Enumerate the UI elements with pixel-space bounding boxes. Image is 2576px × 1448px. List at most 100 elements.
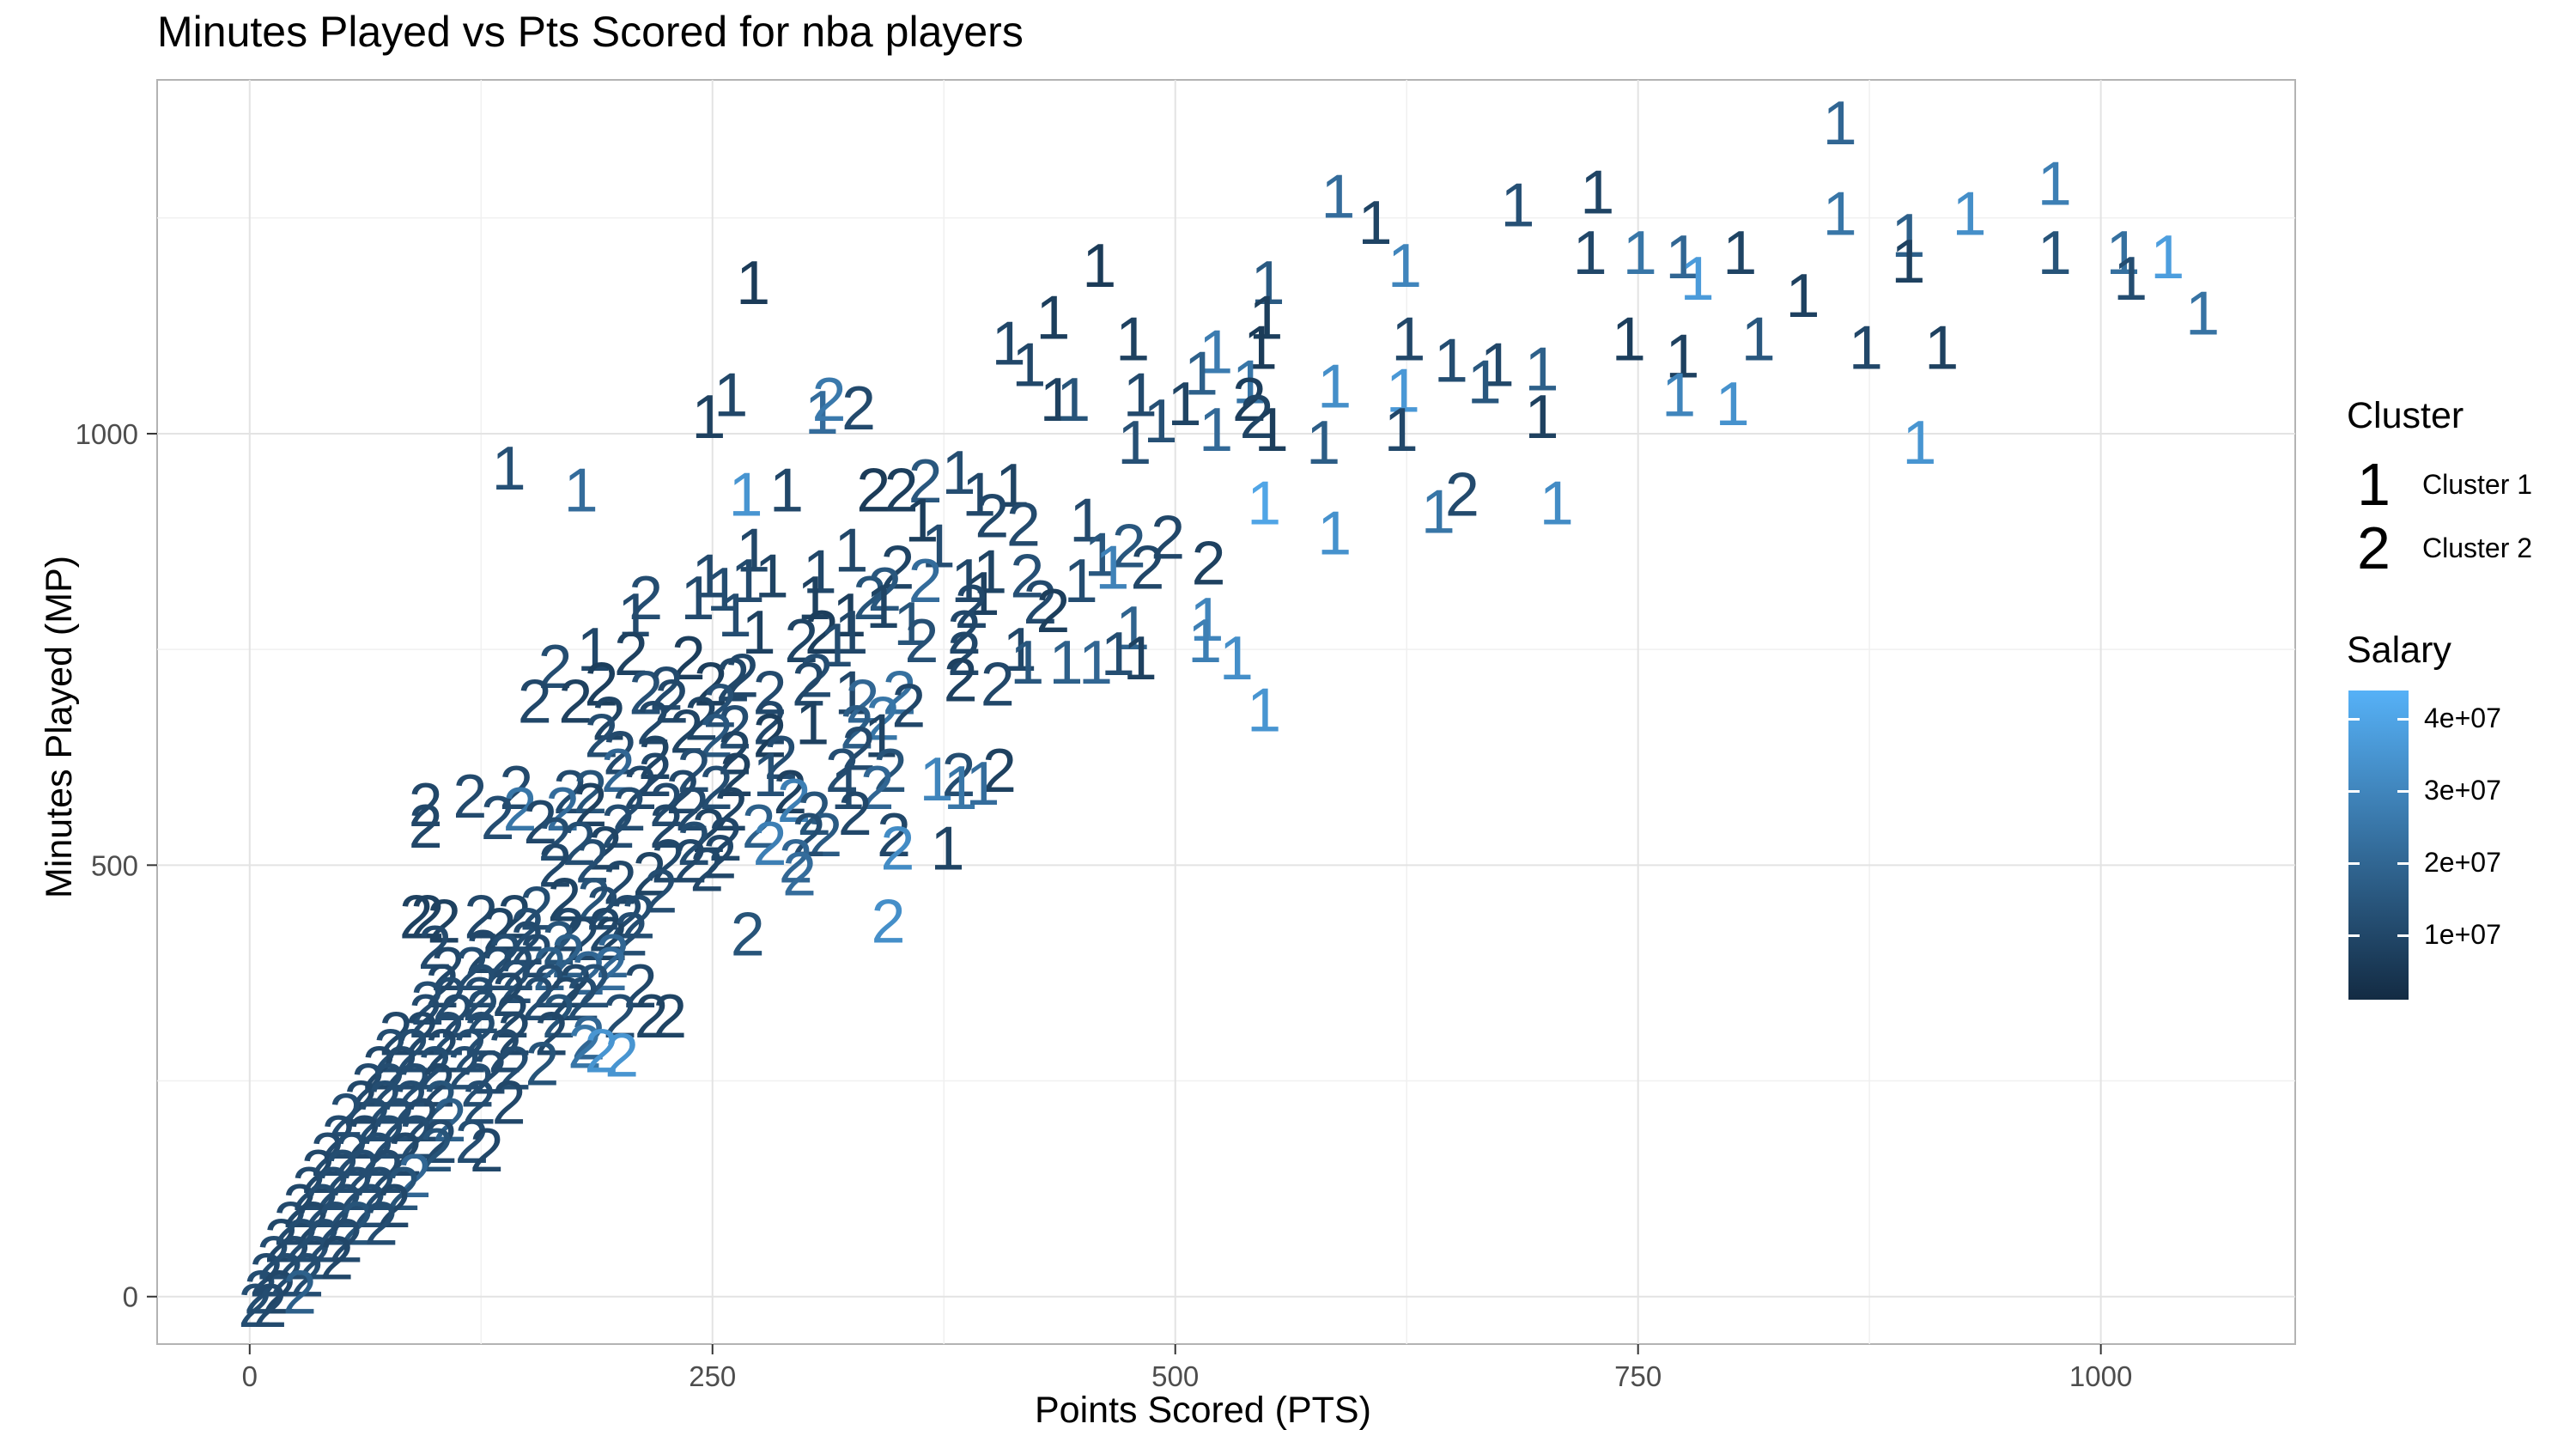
- data-point-cluster-2: 2: [295, 1189, 330, 1258]
- cluster-legend-title: Cluster: [2347, 395, 2464, 436]
- data-point-cluster-1: 1: [941, 439, 975, 508]
- data-point-cluster-2: 2: [318, 1189, 352, 1258]
- data-point-cluster-2: 2: [568, 1013, 602, 1081]
- data-point-cluster-2: 2: [623, 952, 658, 1021]
- data-point-cluster-2: 2: [374, 1017, 408, 1086]
- data-point-cluster-1: 1: [1117, 409, 1151, 478]
- data-point-cluster-2: 2: [404, 1086, 439, 1155]
- data-point-cluster-1: 1: [2150, 223, 2184, 292]
- data-point-cluster-2: 2: [797, 780, 831, 849]
- data-point-cluster-2: 2: [340, 1155, 374, 1224]
- data-point-cluster-2: 2: [614, 901, 648, 970]
- data-point-cluster-2: 2: [252, 1272, 287, 1341]
- data-point-cluster-2: 2: [347, 1104, 381, 1172]
- data-point-cluster-1: 1: [1040, 366, 1074, 435]
- data-point-cluster-1: 1: [492, 435, 526, 503]
- data-point-cluster-2: 2: [904, 607, 939, 676]
- data-point-cluster-1: 1: [617, 581, 652, 650]
- data-point-cluster-2: 2: [638, 741, 672, 810]
- data-point-cluster-1: 1: [1255, 396, 1289, 465]
- data-point-cluster-2: 2: [499, 754, 533, 823]
- x-axis-ticks: 0 250 500 750 1000: [242, 1344, 2132, 1392]
- data-point-cluster-1: 1: [1849, 313, 1883, 382]
- data-point-cluster-2: 2: [699, 703, 733, 771]
- data-point-cluster-2: 2: [404, 1000, 439, 1068]
- data-point-cluster-2: 2: [825, 737, 860, 806]
- data-point-cluster-2: 2: [353, 1172, 387, 1241]
- data-point-cluster-2: 2: [558, 667, 592, 736]
- data-point-cluster-2: 2: [399, 884, 434, 952]
- data-point-cluster-2: 2: [629, 659, 663, 727]
- data-point-cluster-2: 2: [1445, 460, 1479, 529]
- data-point-cluster-1: 1: [680, 564, 714, 633]
- data-point-cluster-1: 1: [1247, 676, 1281, 745]
- data-point-cluster-1: 1: [1384, 396, 1419, 465]
- data-point-cluster-2: 2: [884, 456, 919, 525]
- data-point-cluster-2: 2: [808, 801, 842, 870]
- data-point-cluster-1: 1: [1084, 521, 1118, 590]
- data-point-cluster-2: 2: [430, 935, 465, 1004]
- data-point-cluster-2: 2: [499, 948, 533, 1017]
- data-point-cluster-1: 1: [1317, 353, 1352, 422]
- data-point-cluster-1: 1: [1358, 189, 1393, 258]
- data-point-cluster-2: 2: [643, 857, 677, 926]
- data-point-cluster-2: 2: [562, 810, 597, 879]
- data-point-cluster-1: 1: [1199, 319, 1233, 387]
- data-point-cluster-2: 2: [503, 776, 538, 844]
- data-point-cluster-1: 1: [691, 543, 726, 611]
- data-point-cluster-1: 1: [755, 543, 789, 611]
- data-point-cluster-1: 1: [707, 556, 741, 624]
- data-point-cluster-2: 2: [670, 698, 704, 767]
- minor-gridlines: [157, 80, 2295, 1344]
- data-point-cluster-1: 1: [691, 383, 726, 452]
- data-point-cluster-2: 2: [464, 1000, 498, 1068]
- data-point-cluster-2: 2: [588, 814, 623, 883]
- data-point-cluster-1: 1: [1123, 624, 1157, 693]
- data-point-cluster-2: 2: [1232, 366, 1267, 435]
- data-point-cluster-2: 2: [882, 659, 916, 727]
- data-point-cluster-1: 1: [944, 754, 978, 823]
- data-point-cluster-2: 2: [538, 806, 572, 874]
- data-point-cluster-2: 2: [708, 806, 743, 874]
- data-point-cluster-2: 2: [753, 690, 787, 758]
- data-point-cluster-2: 2: [763, 724, 798, 793]
- data-point-cluster-2: 2: [941, 741, 975, 810]
- data-point-cluster-2: 2: [593, 935, 628, 1004]
- data-point-cluster-2: 2: [584, 1017, 618, 1086]
- data-point-cluster-2: 2: [380, 1086, 415, 1155]
- salary-tick-label: 3e+07: [2424, 775, 2501, 806]
- data-point-cluster-2: 2: [880, 814, 914, 883]
- data-point-cluster-1: 1: [1501, 172, 1535, 240]
- data-point-cluster-2: 2: [325, 1138, 360, 1207]
- data-point-cluster-1: 1: [1069, 486, 1103, 555]
- data-point-cluster-1: 1: [1891, 202, 1925, 271]
- data-point-cluster-2: 2: [588, 897, 623, 965]
- data-point-cluster-1: 1: [753, 741, 787, 810]
- data-point-cluster-2: 2: [488, 1017, 522, 1086]
- data-point-cluster-1: 1: [1064, 547, 1098, 616]
- data-point-cluster-1: 1: [1123, 362, 1157, 430]
- data-point-cluster-2: 2: [872, 888, 906, 957]
- data-point-cluster-1: 1: [1188, 607, 1222, 676]
- data-point-cluster-2: 2: [423, 1108, 458, 1177]
- data-point-cluster-2: 2: [538, 633, 572, 702]
- data-point-cluster-1: 1: [1741, 305, 1776, 374]
- data-point-cluster-2: 2: [649, 771, 683, 840]
- data-point-cluster-2: 2: [612, 776, 647, 844]
- data-point-cluster-1: 1: [1219, 624, 1254, 693]
- salary-tick-label: 4e+07: [2424, 703, 2501, 734]
- data-point-cluster-1: 1: [1786, 262, 1820, 331]
- data-point-cluster-2: 2: [982, 737, 1017, 806]
- data-point-cluster-1: 1: [1115, 305, 1150, 374]
- data-point-cluster-1: 1: [1480, 332, 1515, 400]
- data-point-cluster-1: 1: [864, 703, 898, 771]
- data-point-cluster-1: 1: [921, 513, 956, 581]
- data-point-cluster-1: 1: [1525, 383, 1559, 452]
- data-point-cluster-1: 1: [995, 452, 1030, 520]
- data-point-cluster-2: 2: [264, 1207, 298, 1275]
- data-point-cluster-2: 2: [447, 1034, 482, 1103]
- data-point-cluster-1: 1: [965, 750, 999, 818]
- data-point-cluster-2: 2: [981, 650, 1015, 719]
- y-tick-label: 500: [91, 849, 138, 881]
